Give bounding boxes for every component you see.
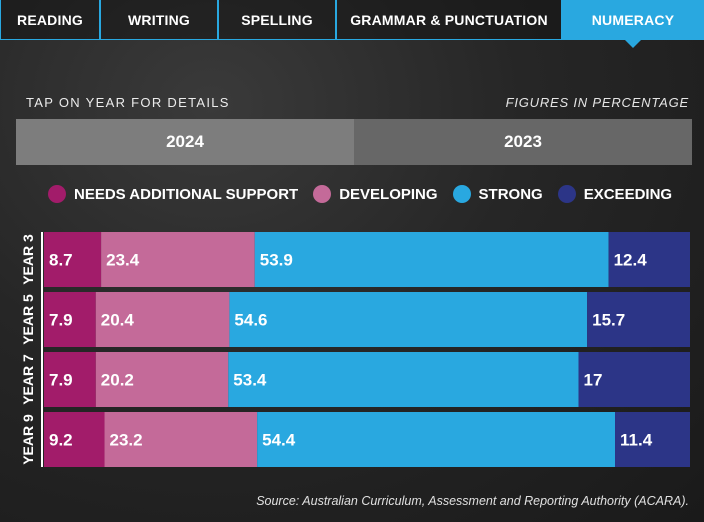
value-label-year-3-series-3: 12.4 [614,251,648,270]
value-label-year-3-series-2: 53.9 [260,251,293,270]
bar-year-7-series-1 [95,352,229,407]
legend-dot-exceeding [557,185,576,203]
value-label-year-3-series-0: 8.7 [49,251,73,270]
bar-year-3-series-0 [44,232,102,287]
value-label-year-9-series-2: 54.4 [262,431,296,450]
value-label-year-9-series-0: 9.2 [49,431,73,450]
legend-item-strong: STRONG [452,185,543,203]
category-label-year-9: YEAR 9 [20,414,36,465]
value-label-year-7-series-2: 53.4 [233,371,267,390]
category-label-year-7: YEAR 7 [20,354,36,405]
value-label-year-5-series-2: 54.6 [234,311,267,330]
bar-year-9-series-2 [257,412,616,467]
tap-hint: TAP ON YEAR FOR DETAILS [26,95,230,110]
bar-year-9-series-0 [44,412,105,467]
header-row: TAP ON YEAR FOR DETAILS FIGURES IN PERCE… [26,95,689,110]
legend-label-developing: DEVELOPING [339,185,438,203]
legend-dot-strong [452,185,471,203]
legend-label-exceeding: EXCEEDING [583,185,673,203]
legend-dot-developing [313,185,332,203]
value-label-year-7-series-1: 20.2 [101,371,134,390]
tab-reading[interactable]: READING [0,0,100,40]
value-label-year-9-series-3: 11.4 [620,431,653,450]
bar-year-7-series-3 [578,352,690,407]
category-label-year-5: YEAR 5 [20,294,36,345]
legend-label-needs-support: NEEDS ADDITIONAL SUPPORT [74,185,299,203]
legend-dot-needs-support [48,185,66,203]
legend-item-developing: DEVELOPING [313,185,438,203]
legend-item-exceeding: EXCEEDING [557,185,673,203]
legend-label-strong: STRONG [478,185,543,203]
bar-year-3-series-1 [101,232,255,287]
tab-grammar-punctuation[interactable]: GRAMMAR & PUNCTUATION [336,0,562,40]
bar-year-9-series-1 [104,412,258,467]
tab-spelling[interactable]: SPELLING [218,0,336,40]
subject-tabs: READING WRITING SPELLING GRAMMAR & PUNCT… [0,0,704,48]
value-label-year-7-series-0: 7.9 [49,371,73,390]
year-selector: 2024 2023 [16,119,692,165]
legend-item-needs-support: NEEDS ADDITIONAL SUPPORT [48,185,298,203]
bar-year-3-series-3 [608,232,690,287]
bar-year-5-series-2 [229,292,588,347]
value-label-year-3-series-1: 23.4 [106,251,140,270]
bar-year-5-series-3 [587,292,690,347]
bar-year-7-series-0 [44,352,96,407]
value-label-year-9-series-1: 23.2 [110,431,143,450]
units-note: FIGURES IN PERCENTAGE [505,95,689,110]
tab-writing[interactable]: WRITING [100,0,218,40]
category-label-year-3: YEAR 3 [20,234,36,285]
bar-year-3-series-2 [254,232,609,287]
value-label-year-5-series-3: 15.7 [592,311,625,330]
value-label-year-5-series-1: 20.4 [101,311,135,330]
source-note: Source: Australian Curriculum, Assessmen… [256,494,689,508]
value-label-year-7-series-3: 17 [584,371,603,390]
bar-year-5-series-1 [95,292,230,347]
bar-year-5-series-0 [44,292,96,347]
year-tab-2023[interactable]: 2023 [354,119,692,165]
tab-numeracy[interactable]: NUMERACY [562,0,704,48]
bar-year-9-series-3 [615,412,690,467]
year-tab-2024[interactable]: 2024 [16,119,354,165]
legend: NEEDS ADDITIONAL SUPPORT DEVELOPING STRO… [48,185,687,203]
value-label-year-5-series-0: 7.9 [49,311,73,330]
bar-year-7-series-2 [228,352,579,407]
